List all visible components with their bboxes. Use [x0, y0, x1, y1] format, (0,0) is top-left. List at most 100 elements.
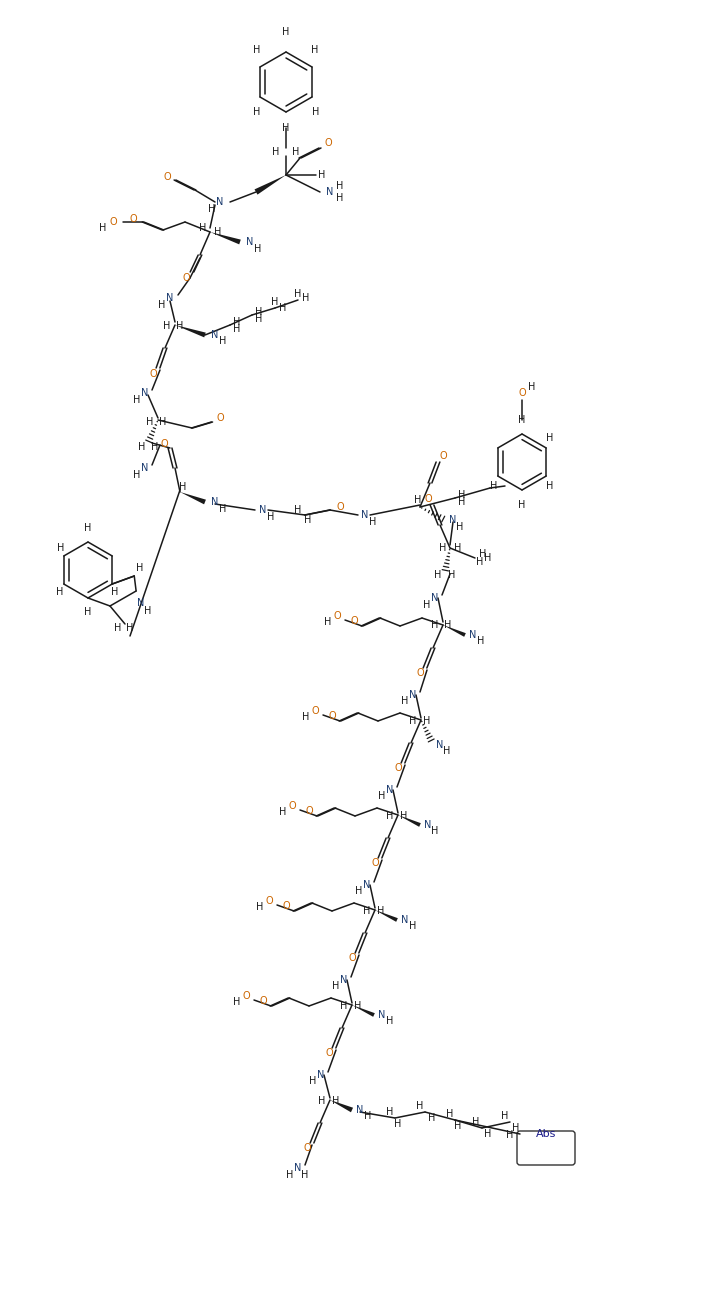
Text: O: O [288, 801, 296, 811]
Text: H: H [439, 542, 446, 553]
Text: O: O [333, 612, 341, 621]
Text: H: H [369, 516, 376, 527]
Text: H: H [386, 1016, 394, 1026]
Text: H: H [318, 1095, 326, 1106]
Text: H: H [354, 1001, 361, 1011]
Text: H: H [279, 303, 287, 313]
Text: N: N [449, 515, 457, 526]
Text: H: H [159, 417, 167, 426]
Text: N: N [379, 1011, 386, 1020]
Text: O: O [325, 1048, 333, 1058]
Text: H: H [546, 481, 554, 492]
Text: H: H [255, 314, 262, 323]
Text: H: H [304, 515, 312, 526]
Text: H: H [409, 921, 416, 931]
Text: H: H [84, 523, 92, 533]
Text: O: O [260, 996, 267, 1005]
Text: H: H [431, 825, 438, 836]
Text: N: N [260, 505, 267, 515]
Text: H: H [282, 27, 289, 37]
Text: H: H [484, 553, 492, 563]
Text: N: N [317, 1071, 324, 1080]
Text: N: N [436, 739, 443, 750]
Polygon shape [255, 175, 286, 194]
Text: H: H [332, 1095, 339, 1106]
Text: O: O [518, 389, 525, 398]
Text: N: N [138, 599, 145, 608]
Text: H: H [272, 297, 279, 306]
Text: O: O [282, 901, 289, 911]
Text: H: H [458, 497, 466, 507]
Text: H: H [414, 496, 421, 505]
Polygon shape [180, 492, 206, 505]
Text: H: H [287, 1170, 294, 1180]
Text: N: N [211, 497, 219, 507]
Text: H: H [253, 46, 261, 55]
Text: H: H [208, 203, 216, 214]
Text: H: H [57, 542, 65, 553]
Text: H: H [424, 716, 431, 726]
Text: H: H [99, 223, 107, 233]
Text: H: H [332, 981, 339, 991]
Text: H: H [337, 193, 344, 203]
Text: H: H [337, 181, 344, 190]
Text: N: N [327, 186, 334, 197]
Text: H: H [416, 1101, 424, 1111]
Text: H: H [472, 1118, 480, 1127]
Text: N: N [364, 880, 371, 891]
Text: H: H [394, 1119, 401, 1129]
Text: H: H [484, 1129, 492, 1138]
Text: H: H [145, 606, 152, 615]
Text: H: H [386, 811, 394, 822]
Text: H: H [179, 482, 187, 492]
Polygon shape [210, 232, 241, 244]
Text: H: H [135, 563, 143, 572]
Text: N: N [211, 330, 219, 340]
Text: H: H [255, 244, 262, 254]
Text: H: H [146, 417, 154, 426]
Text: H: H [379, 792, 386, 801]
Text: H: H [158, 300, 165, 310]
Text: H: H [114, 623, 122, 632]
Text: H: H [318, 170, 326, 180]
Text: H: H [126, 623, 134, 632]
Text: H: H [506, 1131, 513, 1140]
Text: O: O [394, 763, 402, 773]
Text: H: H [409, 716, 416, 726]
Text: N: N [469, 630, 477, 640]
Text: O: O [311, 705, 319, 716]
Text: H: H [456, 522, 463, 532]
Polygon shape [398, 815, 421, 827]
Text: H: H [233, 323, 241, 334]
Text: H: H [501, 1111, 508, 1121]
Text: H: H [302, 1170, 309, 1180]
Text: H: H [454, 542, 462, 553]
Text: H: H [233, 998, 241, 1007]
Text: H: H [424, 600, 431, 610]
Text: H: H [364, 906, 371, 915]
Text: N: N [386, 785, 394, 795]
Text: H: H [518, 499, 525, 510]
Text: H: H [256, 902, 264, 911]
Text: N: N [141, 389, 149, 398]
Text: H: H [302, 293, 309, 303]
Text: O: O [163, 172, 171, 183]
Polygon shape [175, 325, 206, 338]
Text: N: N [246, 237, 254, 246]
Text: H: H [340, 1001, 348, 1011]
Text: N: N [294, 1163, 302, 1174]
Text: H: H [279, 807, 287, 818]
Text: O: O [160, 439, 168, 449]
Polygon shape [352, 1005, 375, 1017]
Text: N: N [431, 593, 438, 602]
Text: H: H [312, 107, 319, 117]
Text: H: H [220, 505, 227, 514]
Text: O: O [424, 494, 432, 505]
Text: H: H [355, 885, 363, 896]
Text: O: O [350, 615, 358, 626]
Text: H: H [458, 490, 466, 499]
Text: H: H [364, 1111, 371, 1121]
Text: H: H [401, 696, 409, 705]
Text: N: N [356, 1104, 364, 1115]
Text: H: H [56, 587, 63, 597]
